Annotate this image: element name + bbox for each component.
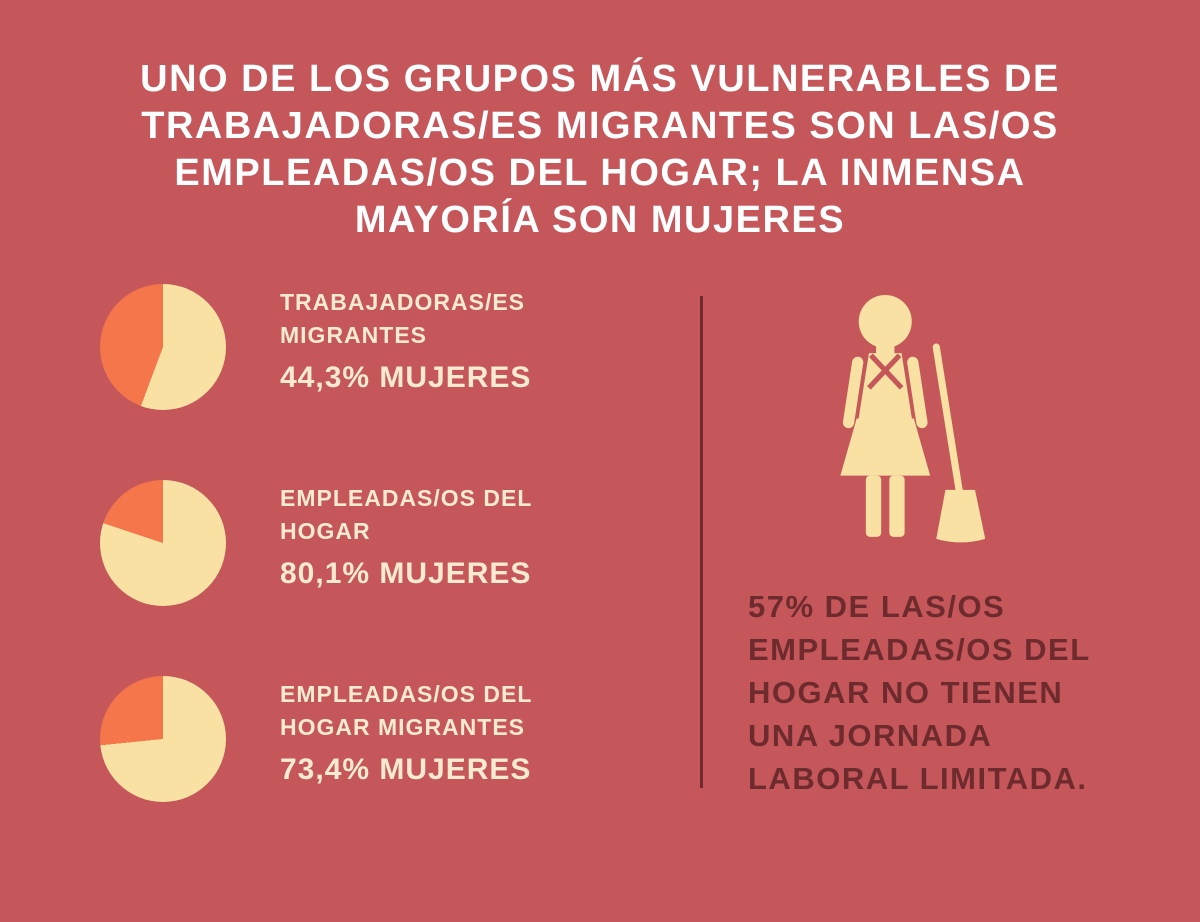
icon-container — [803, 294, 993, 546]
pie-row-empleadas-hogar-migrantes: EMPLEADAS/OS DEL HOGAR MIGRANTES 73,4% M… — [100, 676, 700, 803]
pie-title-line: HOGAR MIGRANTES — [280, 713, 525, 740]
pie-chart-list: TRABAJADORAS/ES MIGRANTES 44,3% MUJERES … — [100, 284, 700, 803]
callout-line: EMPLEADAS/OS DEL — [748, 632, 1091, 668]
pie-label: TRABAJADORAS/ES MIGRANTES 44,3% MUJERES — [280, 284, 531, 394]
pie-title: EMPLEADAS/OS DEL HOGAR MIGRANTES — [280, 678, 532, 742]
pie-title: TRABAJADORAS/ES MIGRANTES — [280, 286, 531, 350]
pie-chart-empleadas-hogar-migrantes — [100, 676, 226, 803]
pie-row-trabajadoras-migrantes: TRABAJADORAS/ES MIGRANTES 44,3% MUJERES — [100, 284, 700, 411]
callout-line: HOGAR NO TIENEN — [748, 674, 1064, 710]
headline: UNO DE LOS GRUPOS MÁS VULNERABLES DE TRA… — [0, 56, 1200, 244]
pie-chart-trabajadoras-migrantes — [100, 284, 226, 411]
content: TRABAJADORAS/ES MIGRANTES 44,3% MUJERES … — [0, 244, 1200, 803]
callout-stat: 57% DE LAS/OS EMPLEADAS/OS DEL HOGAR NO … — [748, 586, 1165, 800]
pie-title-line: HOGAR — [280, 517, 371, 544]
pie-title-line: EMPLEADAS/OS DEL — [280, 681, 533, 708]
right-panel: 57% DE LAS/OS EMPLEADAS/OS DEL HOGAR NO … — [703, 294, 1200, 800]
callout-line: UNA JORNADA — [748, 717, 993, 753]
pie-title-line: MIGRANTES — [280, 321, 427, 348]
headline-line: EMPLEADAS/OS DEL HOGAR; LA INMENSA — [174, 152, 1026, 195]
pie-chart-empleadas-hogar — [100, 480, 226, 607]
pie-title-line: TRABAJADORAS/ES — [280, 289, 526, 316]
domestic-worker-with-broom-icon — [840, 295, 986, 543]
callout-line: 57% DE LAS/OS — [748, 589, 1006, 625]
pie-label: EMPLEADAS/OS DEL HOGAR 80,1% MUJERES — [280, 480, 532, 590]
vertical-divider — [700, 296, 703, 789]
pie-title: EMPLEADAS/OS DEL HOGAR — [280, 482, 532, 546]
headline-line: UNO DE LOS GRUPOS MÁS VULNERABLES DE — [140, 58, 1060, 100]
pie-row-empleadas-hogar: EMPLEADAS/OS DEL HOGAR 80,1% MUJERES — [100, 480, 700, 607]
pie-percentage: 44,3% MUJERES — [280, 360, 532, 394]
pie-percentage: 80,1% MUJERES — [280, 556, 532, 590]
headline-line: MAYORÍA SON MUJERES — [354, 199, 846, 242]
pie-title-line: EMPLEADAS/OS DEL — [280, 485, 533, 512]
callout-line: LABORAL LIMITADA. — [748, 760, 1088, 796]
headline-line: TRABAJADORAS/ES MIGRANTES SON LAS/OS — [141, 105, 1059, 148]
infographic: UNO DE LOS GRUPOS MÁS VULNERABLES DE TRA… — [0, 56, 1200, 803]
domestic-worker-figure — [840, 295, 931, 538]
pie-percentage: 73,4% MUJERES — [280, 752, 532, 786]
broom-icon — [932, 343, 986, 543]
pie-label: EMPLEADAS/OS DEL HOGAR MIGRANTES 73,4% M… — [280, 676, 532, 786]
